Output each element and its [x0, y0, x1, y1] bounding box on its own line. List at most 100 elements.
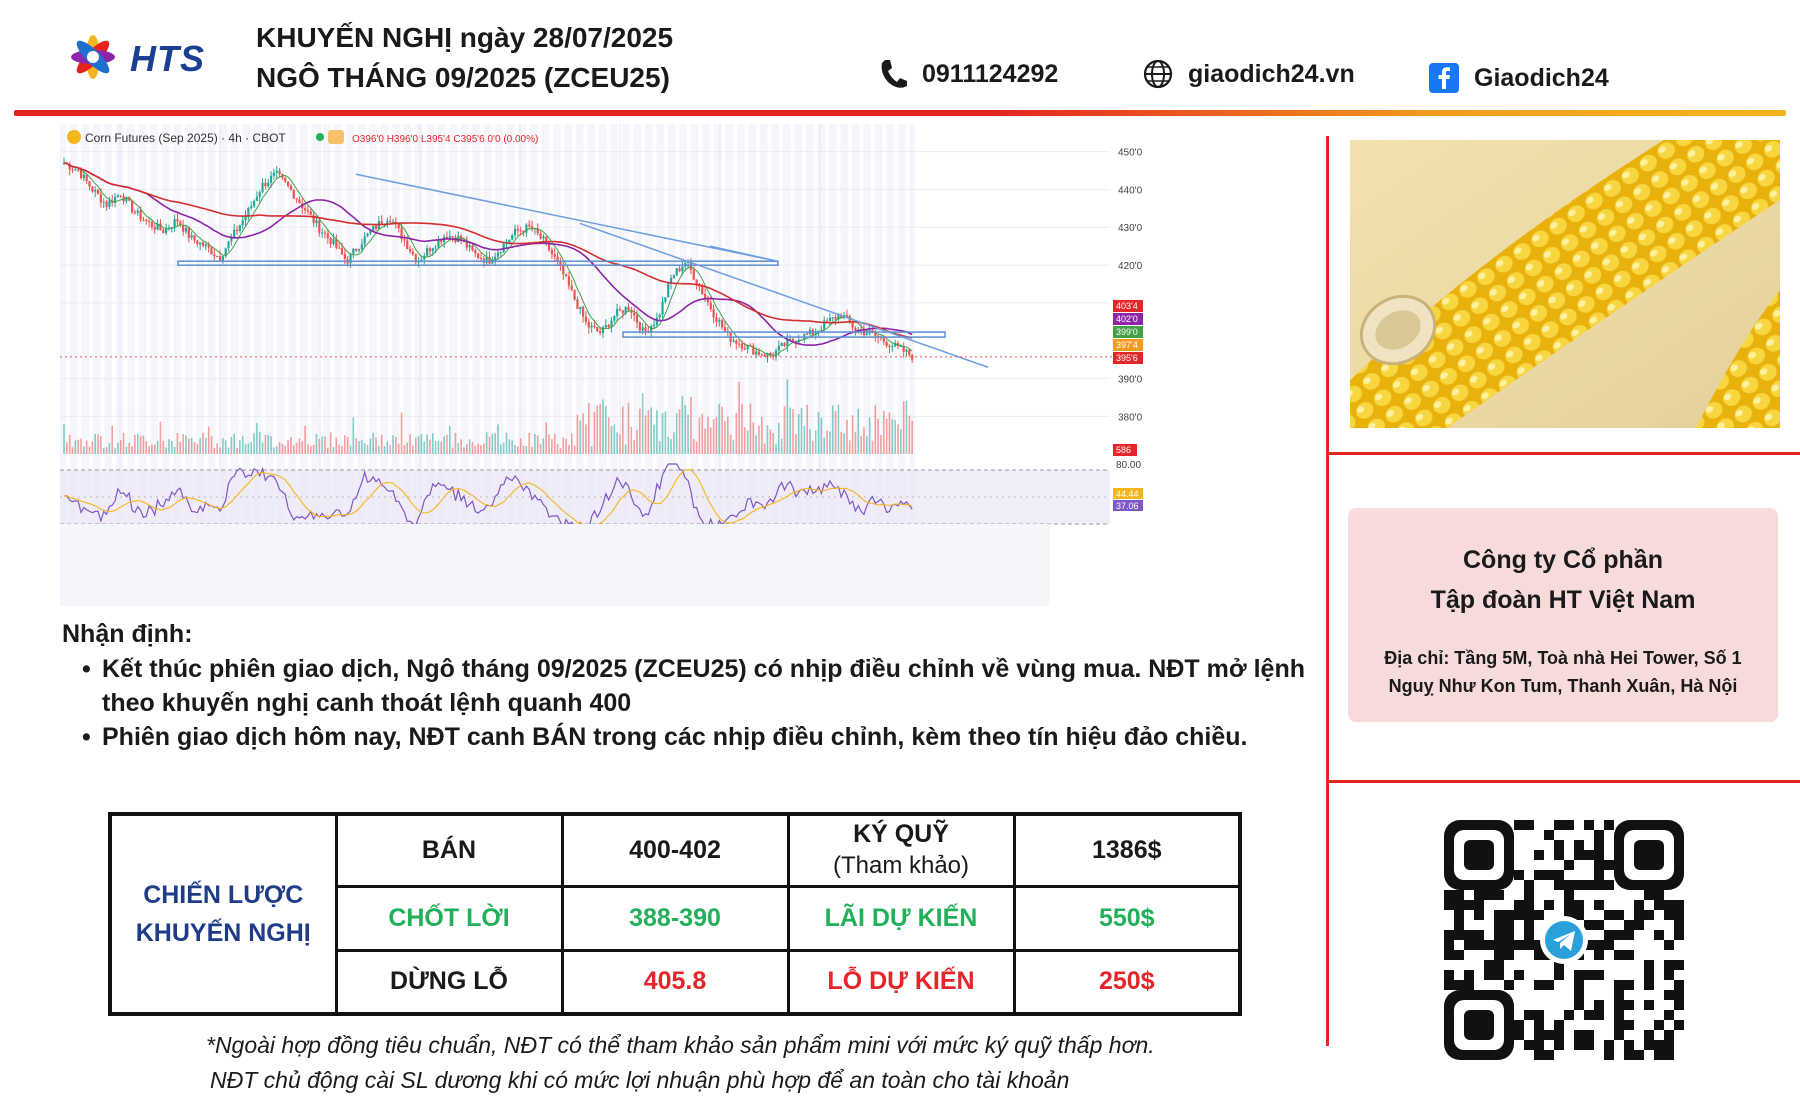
volume-bar	[792, 409, 794, 454]
volume-bar	[795, 434, 797, 454]
volume-bar	[712, 418, 715, 454]
candle-body	[451, 236, 454, 238]
analysis-text-2: Phiên giao dịch hôm nay, NĐT canh BÁN tr…	[102, 723, 1248, 751]
website-link[interactable]: giaodich24.vn	[1142, 58, 1355, 90]
volume-bar	[341, 446, 343, 454]
volume-bar	[709, 427, 712, 454]
volume-bar	[789, 407, 791, 454]
volume-bar	[741, 403, 743, 454]
candle-body	[213, 254, 216, 256]
volume-bar	[511, 440, 513, 454]
y-tick-label: 450'0	[1118, 148, 1143, 159]
candle-body	[678, 268, 681, 272]
volume-bar	[460, 439, 462, 454]
candle-body	[238, 225, 241, 231]
hts-logo-icon	[71, 35, 115, 79]
qr-module	[1614, 1020, 1624, 1030]
volume-bar	[114, 447, 116, 454]
volume-bar	[607, 417, 610, 454]
rsi-upper-label: 80.00	[1116, 460, 1141, 471]
volume-bar	[261, 442, 264, 454]
volume-bar	[633, 439, 635, 454]
sell-label: BÁN	[334, 812, 564, 888]
volume-bar	[477, 443, 479, 454]
volume-bar	[902, 401, 905, 454]
footnote-2: NĐT chủ động cài SL dương khi có mức lợi…	[210, 1067, 1070, 1093]
qr-module	[1664, 1010, 1674, 1020]
volume-bar	[568, 444, 570, 454]
qr-module	[1614, 930, 1624, 940]
session-stripe	[227, 124, 231, 524]
qr-module	[1594, 950, 1604, 960]
candle-body	[82, 174, 85, 179]
volume-bar	[102, 447, 105, 454]
candle-body	[599, 331, 602, 334]
session-stripe	[744, 124, 749, 524]
analysis-list: • Kết thúc phiên giao dịch, Ngô tháng 09/…	[80, 652, 1305, 754]
column-divider	[1326, 136, 1329, 1046]
volume-bar	[721, 406, 723, 454]
price-tag-box	[1113, 339, 1143, 351]
candle-body	[139, 210, 142, 220]
facebook-link[interactable]: Giaodich24	[1428, 62, 1609, 94]
candle-body	[899, 345, 902, 347]
analysis-heading: Nhận định:	[62, 620, 193, 648]
qr-module	[1664, 900, 1674, 910]
candle-body	[755, 351, 758, 355]
volume-bar	[134, 434, 136, 454]
volume-bar	[409, 434, 411, 454]
volume-bar	[695, 441, 698, 454]
candle-body	[559, 260, 562, 265]
candle-body	[235, 229, 239, 231]
qr-module	[1644, 1000, 1654, 1010]
volume-bar	[860, 435, 862, 454]
qr-module	[1454, 900, 1464, 910]
candle-body	[675, 268, 678, 276]
volume-bar	[726, 416, 729, 454]
volume-bar	[423, 441, 426, 454]
candle-body	[567, 276, 571, 286]
volume-bar	[287, 440, 289, 454]
candle-body	[587, 321, 590, 328]
candle-body	[68, 163, 71, 170]
volume-bar	[488, 436, 491, 454]
candle-body	[108, 200, 111, 207]
candle-body	[703, 294, 707, 298]
volume-bar	[868, 417, 871, 454]
candle-body	[652, 324, 656, 327]
qr-module	[1444, 900, 1454, 910]
qr-module	[1514, 900, 1524, 910]
trendline-2	[709, 245, 779, 263]
volume-bar	[610, 425, 613, 454]
volume-bar	[715, 416, 718, 454]
volume-bar	[837, 404, 840, 454]
candle-body	[485, 257, 488, 263]
volume-bar	[630, 426, 633, 454]
qr-module	[1554, 870, 1564, 880]
volume-bar	[66, 442, 68, 454]
qr-module	[1644, 910, 1654, 920]
telegram-qr-code[interactable]	[1444, 820, 1684, 1060]
volume-bar	[352, 417, 355, 454]
candle-body	[545, 236, 548, 242]
candle-body	[655, 317, 658, 325]
volume-bar	[576, 414, 579, 454]
volume-bar	[292, 445, 295, 454]
qr-module	[1604, 1050, 1614, 1060]
volume-bar	[650, 407, 652, 454]
session-stripe	[871, 124, 875, 524]
candle-body	[130, 200, 134, 213]
volume-bar	[258, 432, 261, 454]
candle-body	[766, 352, 769, 357]
phone-contact[interactable]: 0911124292	[878, 58, 1058, 90]
candle-body	[286, 181, 290, 186]
qr-module	[1494, 940, 1504, 950]
volume-bar	[522, 445, 525, 454]
candle-body	[701, 286, 704, 295]
volume-bar	[865, 436, 868, 454]
qr-module	[1514, 820, 1524, 830]
volume-bar	[358, 441, 360, 454]
margin-label-line1: KÝ QUỸ	[853, 820, 949, 849]
volume-bar	[585, 424, 587, 454]
volume-bar	[857, 408, 860, 454]
